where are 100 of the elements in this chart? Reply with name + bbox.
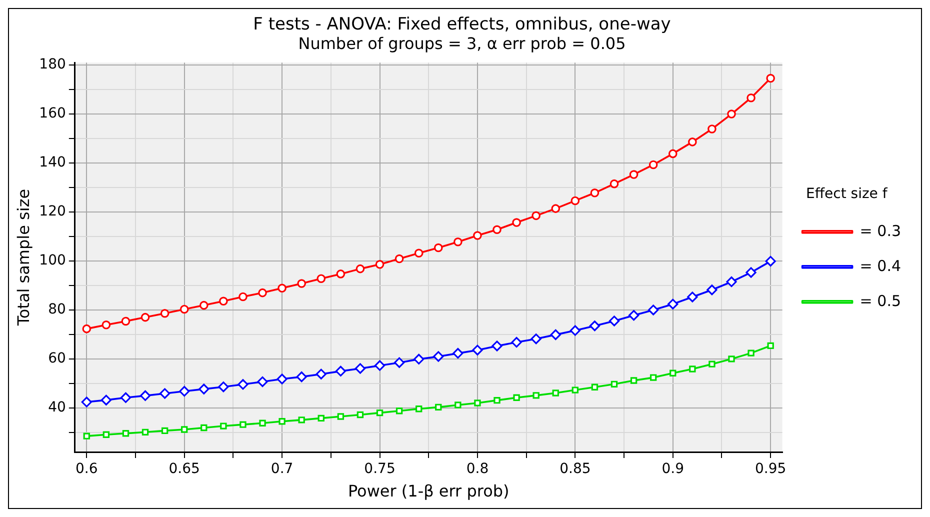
point — [512, 218, 521, 227]
y-tick-label: 60 — [48, 350, 66, 367]
point — [452, 348, 464, 359]
point — [83, 432, 90, 440]
point — [160, 308, 170, 318]
point — [218, 382, 229, 392]
point — [591, 384, 598, 390]
point — [434, 243, 443, 252]
point — [414, 248, 424, 258]
point — [396, 408, 403, 414]
point — [259, 420, 266, 426]
point — [748, 350, 754, 356]
point — [142, 428, 149, 436]
chart-title: F tests - ANOVA: Fixed effects, omnibus, one-way — [253, 14, 671, 35]
point — [492, 340, 502, 352]
point — [708, 124, 716, 134]
point — [746, 93, 756, 102]
point — [610, 380, 618, 388]
point — [102, 320, 111, 330]
point — [160, 388, 170, 399]
x-tick-label: 0.7 — [270, 461, 294, 478]
point — [552, 390, 559, 396]
point — [238, 379, 248, 390]
point — [337, 413, 344, 420]
point — [220, 422, 227, 430]
point — [81, 396, 92, 408]
point — [374, 360, 386, 371]
point — [356, 411, 364, 418]
point — [121, 316, 130, 326]
point — [572, 386, 579, 394]
x-tick-label: 0.85 — [560, 461, 591, 478]
point — [276, 374, 288, 384]
point — [668, 298, 678, 310]
point — [140, 312, 150, 322]
point — [375, 260, 384, 269]
x-tick-label: 0.65 — [168, 461, 200, 478]
point — [318, 414, 324, 422]
point — [394, 254, 404, 264]
point — [416, 406, 422, 412]
point — [180, 304, 189, 314]
point — [630, 377, 638, 384]
y-tick-label: 80 — [48, 302, 66, 318]
point — [473, 231, 482, 240]
legend-label: = 0.4 — [860, 256, 902, 275]
point — [394, 357, 405, 368]
point — [532, 211, 540, 220]
point — [120, 392, 132, 403]
point — [472, 344, 483, 356]
point — [414, 354, 424, 364]
point — [181, 426, 188, 433]
point — [628, 310, 640, 321]
x-tick-label: 0.75 — [364, 461, 396, 478]
point — [590, 188, 600, 198]
y-tick-label: 120 — [39, 204, 66, 220]
point — [354, 363, 366, 374]
point — [670, 370, 676, 376]
x-tick-label: 0.9 — [662, 461, 684, 478]
point — [122, 430, 130, 437]
point — [746, 267, 756, 278]
point — [297, 279, 306, 288]
point — [454, 237, 462, 246]
point — [513, 394, 520, 401]
point — [767, 342, 774, 350]
point — [240, 421, 246, 428]
point — [726, 276, 737, 288]
chart-subtitle: Number of groups = 3, α err prob = 0.05 — [298, 34, 626, 54]
point — [335, 366, 346, 376]
point — [356, 264, 365, 274]
legend-label: = 0.5 — [860, 292, 902, 310]
point — [650, 374, 657, 381]
point — [336, 270, 346, 278]
point — [219, 296, 228, 306]
point — [689, 366, 696, 372]
point — [551, 204, 560, 213]
y-axis-title: Total sample size — [14, 188, 33, 327]
y-tick-label: 40 — [48, 400, 66, 416]
point — [766, 74, 775, 83]
point — [199, 300, 208, 310]
point — [298, 416, 305, 424]
y-tick-label: 140 — [39, 154, 66, 171]
x-tick-label: 0.8 — [466, 461, 489, 478]
point — [494, 396, 500, 404]
point — [727, 110, 736, 118]
point — [530, 334, 542, 344]
point — [668, 149, 678, 158]
point — [765, 256, 776, 267]
point — [179, 386, 190, 397]
point — [433, 351, 444, 362]
point — [570, 325, 580, 336]
point — [648, 304, 659, 316]
point — [316, 274, 326, 284]
point — [102, 431, 110, 438]
point — [648, 160, 658, 170]
x-tick-label: 0.95 — [755, 461, 786, 478]
point — [198, 384, 210, 394]
point — [688, 138, 697, 146]
point — [570, 196, 580, 206]
legend-title: Effect size f — [806, 186, 888, 202]
x-axis-title: Power (1-β err prob) — [348, 482, 510, 501]
point — [257, 376, 268, 388]
